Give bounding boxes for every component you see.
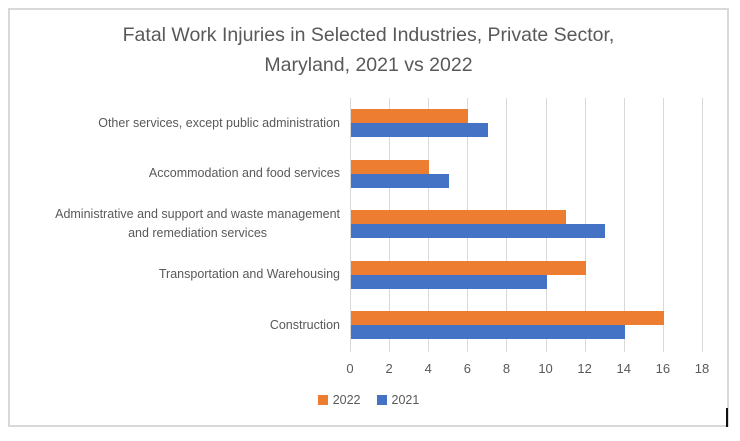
category-label: Administrative and support and waste man… (0, 199, 340, 250)
legend-item-2021: 2021 (376, 393, 420, 407)
legend-label: 2021 (391, 393, 420, 407)
gridline-tick (623, 98, 625, 352)
x-axis-tick-label: 8 (502, 361, 511, 376)
category-label: Transportation and Warehousing (0, 250, 340, 301)
x-axis-tick-label: 10 (538, 361, 553, 376)
legend-swatch-icon (317, 395, 328, 405)
x-axis-tick-label: 4 (424, 361, 432, 376)
category-label: Other services, except public administra… (0, 98, 340, 149)
gridline-tick (702, 98, 703, 352)
gridline-tick (662, 98, 664, 352)
bar-2022-row3 (351, 260, 586, 275)
category-label-text: Construction (269, 317, 340, 332)
bar-2021-row2 (351, 224, 606, 239)
x-axis-tick-label: 6 (463, 361, 471, 376)
legend-label: 2022 (332, 393, 361, 407)
text-cursor (726, 408, 728, 427)
x-axis-tick-label: 18 (694, 361, 710, 376)
x-axis-tick-label: 14 (616, 361, 631, 376)
bar-2022-row0 (351, 109, 469, 124)
legend: 2022 2021 (8, 393, 729, 407)
legend-item-2022: 2022 (317, 393, 361, 407)
x-axis-tick-label: 2 (385, 361, 393, 376)
category-label: Accommodation and food services (0, 149, 340, 200)
bar-2021-row0 (351, 123, 488, 138)
bar-2021-row1 (351, 173, 449, 188)
category-label-text: Administrative and support and waste man… (55, 207, 340, 241)
chart-title: Fatal Work Injuries in Selected Industri… (122, 24, 615, 76)
bar-2022-row1 (351, 159, 430, 174)
category-label-text: Transportation and Warehousing (158, 267, 340, 282)
bar-2022-row2 (351, 210, 567, 225)
legend-swatch-icon (376, 395, 387, 405)
category-label-text: Other services, except public administra… (98, 115, 340, 130)
bar-2022-row4 (351, 311, 664, 326)
category-label-text: Accommodation and food services (148, 166, 340, 181)
x-axis-tick-label: 12 (577, 361, 592, 376)
x-axis-tick-label: 0 (346, 361, 354, 376)
x-axis-tick-label: 16 (655, 361, 671, 376)
gridline-tick (350, 98, 351, 352)
category-label: Construction (0, 300, 340, 351)
bar-2021-row4 (351, 325, 625, 340)
bar-2021-row3 (351, 274, 547, 289)
